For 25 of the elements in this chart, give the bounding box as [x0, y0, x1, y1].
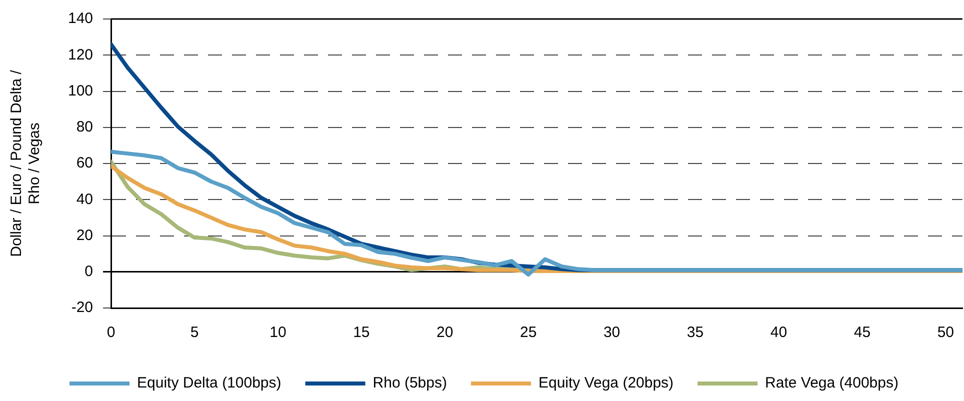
y-axis-title: Dollar / Euro / Pound Delta / Rho / Vegas — [8, 69, 44, 257]
y-tick-label: 40 — [76, 190, 94, 208]
legend-label: Equity Delta (100bps) — [137, 374, 282, 392]
y-tick-label: 20 — [76, 226, 94, 244]
y-tick-label: 140 — [68, 10, 94, 28]
x-tick-label: 20 — [436, 324, 454, 342]
legend-label: Rate Vega (400bps) — [765, 374, 898, 392]
legend-label: Equity Vega (20bps) — [538, 374, 674, 392]
y-tick-label: 120 — [68, 46, 94, 64]
x-tick-label: 5 — [190, 324, 199, 342]
x-tick-label: 15 — [353, 324, 370, 342]
x-tick-label: 50 — [937, 324, 954, 342]
x-tick-label: 25 — [520, 324, 537, 342]
x-tick-label: 0 — [106, 324, 116, 342]
y-tick-label: 80 — [76, 118, 94, 136]
x-tick-label: 45 — [854, 324, 871, 342]
legend-label: Rho (5bps) — [372, 374, 447, 392]
y-tick-label: 100 — [68, 82, 94, 100]
y-tick-label: -20 — [71, 299, 94, 316]
x-tick-label: 35 — [686, 324, 704, 342]
y-tick-label: 0 — [84, 263, 94, 280]
y-tick-label: 60 — [76, 154, 94, 172]
x-tick-label: 10 — [270, 324, 286, 342]
x-tick-label: 40 — [770, 324, 788, 342]
x-tick-label: 30 — [603, 324, 620, 342]
